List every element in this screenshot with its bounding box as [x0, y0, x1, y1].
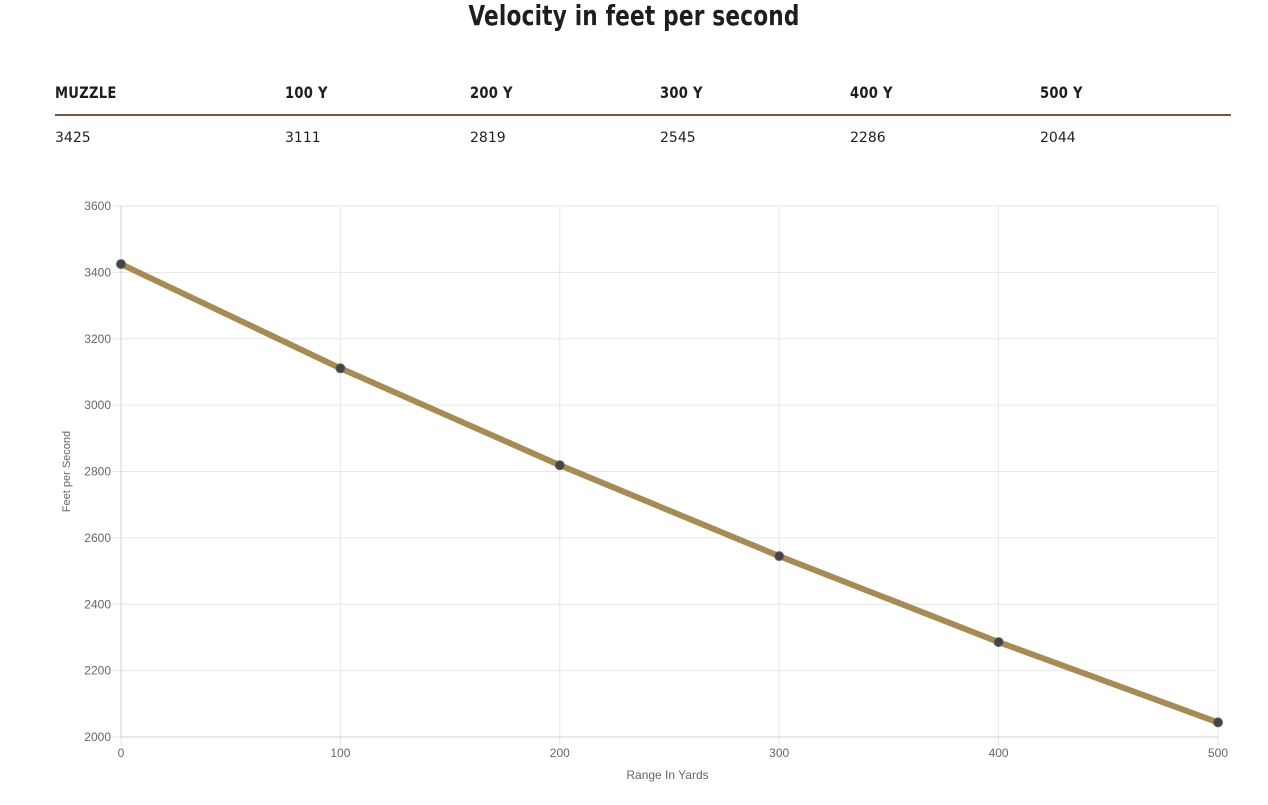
table-header-200y: 200 Y: [470, 83, 513, 102]
y-tick-label: 3000: [84, 398, 111, 412]
y-tick-label: 2800: [84, 465, 111, 479]
data-point: [993, 637, 1004, 648]
data-point: [116, 259, 126, 270]
x-tick-label: 300: [769, 746, 789, 760]
page-title: Velocity in feet per second: [468, 0, 800, 32]
y-tick-label: 2400: [84, 597, 111, 611]
y-tick-label: 3600: [84, 199, 111, 213]
table-header-300y: 300 Y: [660, 83, 703, 102]
table-cell-500y: 2044: [1040, 130, 1076, 146]
y-tick-label: 2000: [84, 730, 111, 744]
y-tick-label: 3400: [84, 265, 111, 279]
chart-axes: [120, 206, 1218, 738]
table-header-400y: 400 Y: [850, 83, 893, 102]
y-axis-title: Feet per Second: [61, 431, 73, 512]
x-tick-label: 0: [118, 746, 125, 760]
velocity-table: MUZZLE 100 Y 200 Y 300 Y 400 Y 500 Y 342…: [55, 80, 1231, 156]
data-point: [774, 551, 785, 562]
x-tick-label: 500: [1208, 746, 1228, 760]
table-header-muzzle: MUZZLE: [55, 83, 117, 102]
table-cell-300y: 2545: [660, 130, 696, 146]
table-header-100y: 100 Y: [285, 83, 328, 102]
data-point: [554, 460, 565, 471]
x-axis-title: Range In Yards: [626, 768, 708, 782]
x-tick-label: 100: [330, 746, 350, 760]
chart-series: [116, 259, 1223, 728]
chart-grid: [113, 205, 1219, 745]
data-point: [1213, 717, 1223, 728]
x-tick-label: 400: [989, 746, 1009, 760]
data-point: [335, 363, 346, 374]
table-cell-muzzle: 3425: [55, 130, 91, 146]
table-row: 3425 3111 2819 2545 2286 2044: [55, 116, 1231, 156]
y-tick-label: 2600: [84, 531, 111, 545]
table-header-row: MUZZLE 100 Y 200 Y 300 Y 400 Y 500 Y: [55, 80, 1231, 116]
table-cell-400y: 2286: [850, 130, 886, 146]
series-line: [118, 261, 1221, 726]
chart-labels: 2000 2200 2400 2600 2800 3000 3200 3400 3600 0 100…: [61, 199, 1228, 782]
table-header-500y: 500 Y: [1040, 83, 1083, 102]
y-tick-label: 2200: [84, 664, 111, 678]
table-cell-100y: 3111: [285, 130, 321, 146]
y-tick-label: 3200: [84, 332, 111, 346]
table-cell-200y: 2819: [470, 130, 506, 146]
x-tick-label: 200: [550, 746, 570, 760]
